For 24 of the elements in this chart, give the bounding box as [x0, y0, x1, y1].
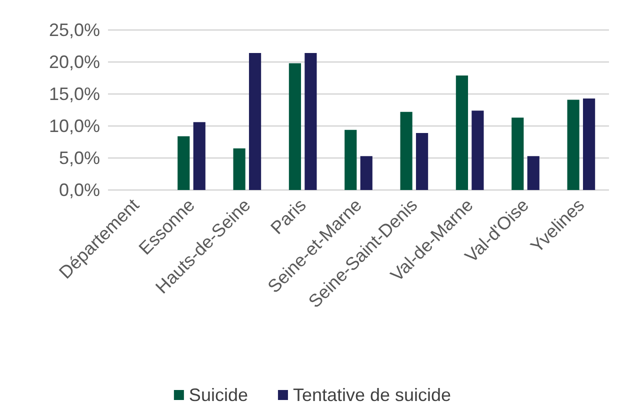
y-tick-label: 0,0% — [58, 180, 100, 200]
y-tick-label: 10,0% — [48, 116, 100, 136]
bar — [472, 110, 484, 190]
y-tick-label: 15,0% — [48, 84, 100, 104]
bar — [456, 75, 468, 190]
bar — [400, 112, 412, 190]
bar — [582, 98, 596, 190]
bar — [178, 136, 190, 190]
bar — [248, 53, 262, 190]
bar — [344, 130, 357, 190]
bar — [288, 63, 302, 190]
bar — [360, 156, 372, 190]
legend-label: Suicide — [188, 385, 248, 405]
bar — [416, 133, 428, 190]
bar — [304, 53, 317, 190]
bar — [193, 122, 206, 190]
y-tick-label: 20,0% — [48, 52, 100, 72]
bar — [527, 156, 540, 190]
bar — [567, 100, 580, 190]
y-tick-label: 25,0% — [48, 20, 100, 40]
bar — [512, 118, 524, 190]
bar — [233, 148, 246, 190]
legend-label: Tentative de suicide — [292, 385, 452, 405]
y-tick-label: 5,0% — [58, 148, 100, 168]
